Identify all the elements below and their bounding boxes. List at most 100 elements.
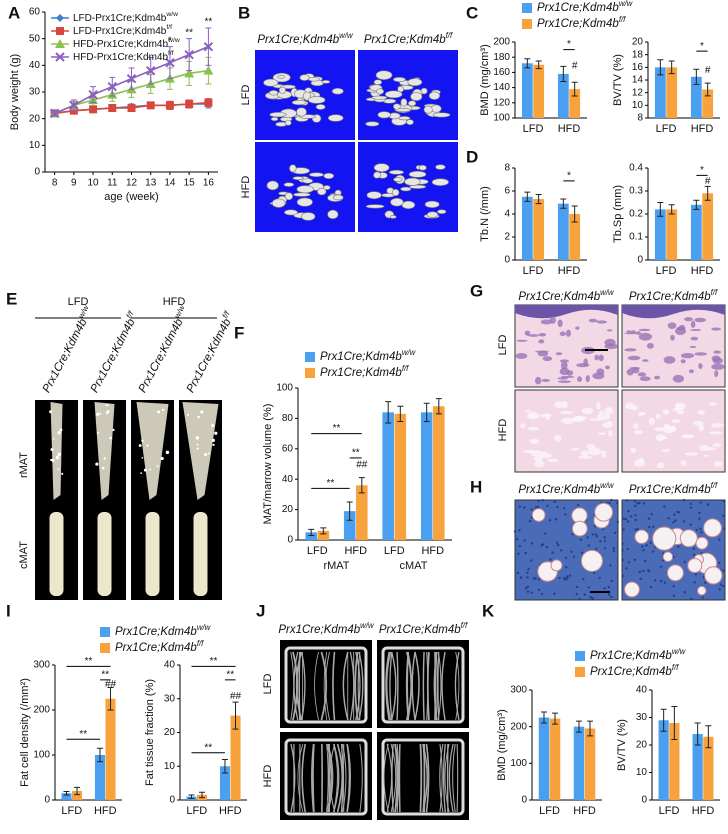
image [377, 732, 469, 820]
label-main: Prx1Cre;Kdm4b [364, 34, 446, 46]
x-tick-label: LFD [656, 265, 677, 277]
error-bar [232, 701, 239, 730]
bar [692, 734, 703, 800]
speck [57, 468, 60, 471]
annotation: ** [79, 729, 87, 740]
bar [549, 718, 561, 800]
trabecula [407, 78, 423, 87]
trabecula [391, 651, 397, 721]
cell [639, 577, 642, 581]
cell [695, 528, 698, 532]
cell [625, 567, 628, 570]
annotation: * [700, 41, 704, 52]
cell [526, 576, 529, 579]
error-bar [560, 198, 567, 209]
x-tick-label: HFD [94, 805, 117, 817]
speck [204, 453, 208, 457]
trabecula [437, 209, 447, 214]
cell [589, 596, 592, 599]
y-axis-label: BMD (mg/cm³) [496, 709, 508, 781]
label-main: Prx1Cre;Kdm4b [590, 650, 672, 662]
trabecula [396, 651, 399, 721]
stain [690, 336, 699, 341]
bar [669, 723, 680, 800]
stain [661, 448, 670, 453]
x-tick-label: 15 [184, 178, 196, 189]
legend-swatch [100, 643, 110, 653]
image [131, 400, 174, 600]
bar [702, 193, 714, 260]
cell [565, 566, 568, 569]
cmat-volume [145, 512, 160, 596]
stain [630, 405, 638, 411]
cell [641, 545, 644, 548]
trabecula [408, 100, 417, 107]
column-label: Prx1Cre;Kdm4bf/f [86, 309, 142, 395]
y-tick-label: 0.3 [629, 186, 643, 197]
stain [693, 420, 704, 426]
cell [610, 579, 613, 583]
speck [156, 465, 159, 468]
y-tick-label: 0 [504, 255, 510, 266]
x-tick-label: HFD [691, 123, 714, 135]
stain [604, 365, 610, 370]
cell [645, 544, 648, 547]
stain [671, 419, 681, 423]
y-tick-label: 0 [34, 167, 40, 178]
trabecula [452, 743, 456, 813]
trabecula [376, 88, 385, 95]
stain [680, 353, 695, 359]
trabecula [392, 103, 401, 110]
legend-label: Prx1Cre;Kdm4bw/w [537, 0, 634, 14]
stain [627, 355, 641, 361]
trabecula [322, 185, 331, 191]
cell [722, 514, 725, 518]
y-tick-label: 16 [632, 62, 644, 73]
error-bar [671, 706, 678, 740]
y-tick-label: 30 [164, 693, 176, 704]
x-tick-label: HFD [692, 805, 715, 817]
annotation: ** [333, 423, 341, 434]
tissue [621, 304, 726, 388]
trabecula [391, 743, 394, 813]
cell [595, 535, 599, 538]
stain [570, 448, 581, 451]
y-tick-label: 10 [29, 140, 41, 151]
bar [703, 736, 714, 800]
annotation: ** [327, 478, 335, 489]
cell [579, 538, 583, 542]
cell [672, 594, 676, 597]
trabecula [326, 743, 329, 813]
y-tick-label: 300 [33, 660, 50, 671]
cell [692, 547, 695, 550]
trabecula [292, 176, 304, 181]
adipocyte [662, 551, 674, 562]
cell [513, 530, 517, 533]
stain [538, 339, 545, 344]
row-label: LFD [497, 335, 509, 356]
x-tick-label: LFD [539, 805, 560, 817]
cell [634, 504, 637, 508]
legend-label: Prx1Cre;Kdm4bf/f [320, 364, 409, 379]
cell [554, 518, 558, 521]
trabecula [317, 187, 327, 196]
trabecula [408, 170, 427, 178]
cmat-volume [49, 512, 64, 596]
stain [639, 376, 651, 382]
speck [196, 447, 199, 450]
cell [723, 527, 726, 530]
stain [559, 359, 569, 363]
trabecula [278, 86, 286, 94]
y-tick-label: 0 [287, 535, 293, 546]
y-tick-label: 80 [282, 413, 294, 424]
trabecula [332, 651, 336, 721]
cell [699, 527, 702, 531]
label-superscript: w/w [619, 0, 634, 8]
trabecula [391, 188, 400, 197]
label-superscript: f/f [402, 364, 409, 373]
annotation: ** [85, 656, 93, 667]
trabecula [437, 651, 442, 721]
label-main: Prx1Cre;Kdm4b [537, 18, 619, 30]
y-tick-label: 100 [276, 383, 293, 394]
cell [718, 561, 721, 565]
